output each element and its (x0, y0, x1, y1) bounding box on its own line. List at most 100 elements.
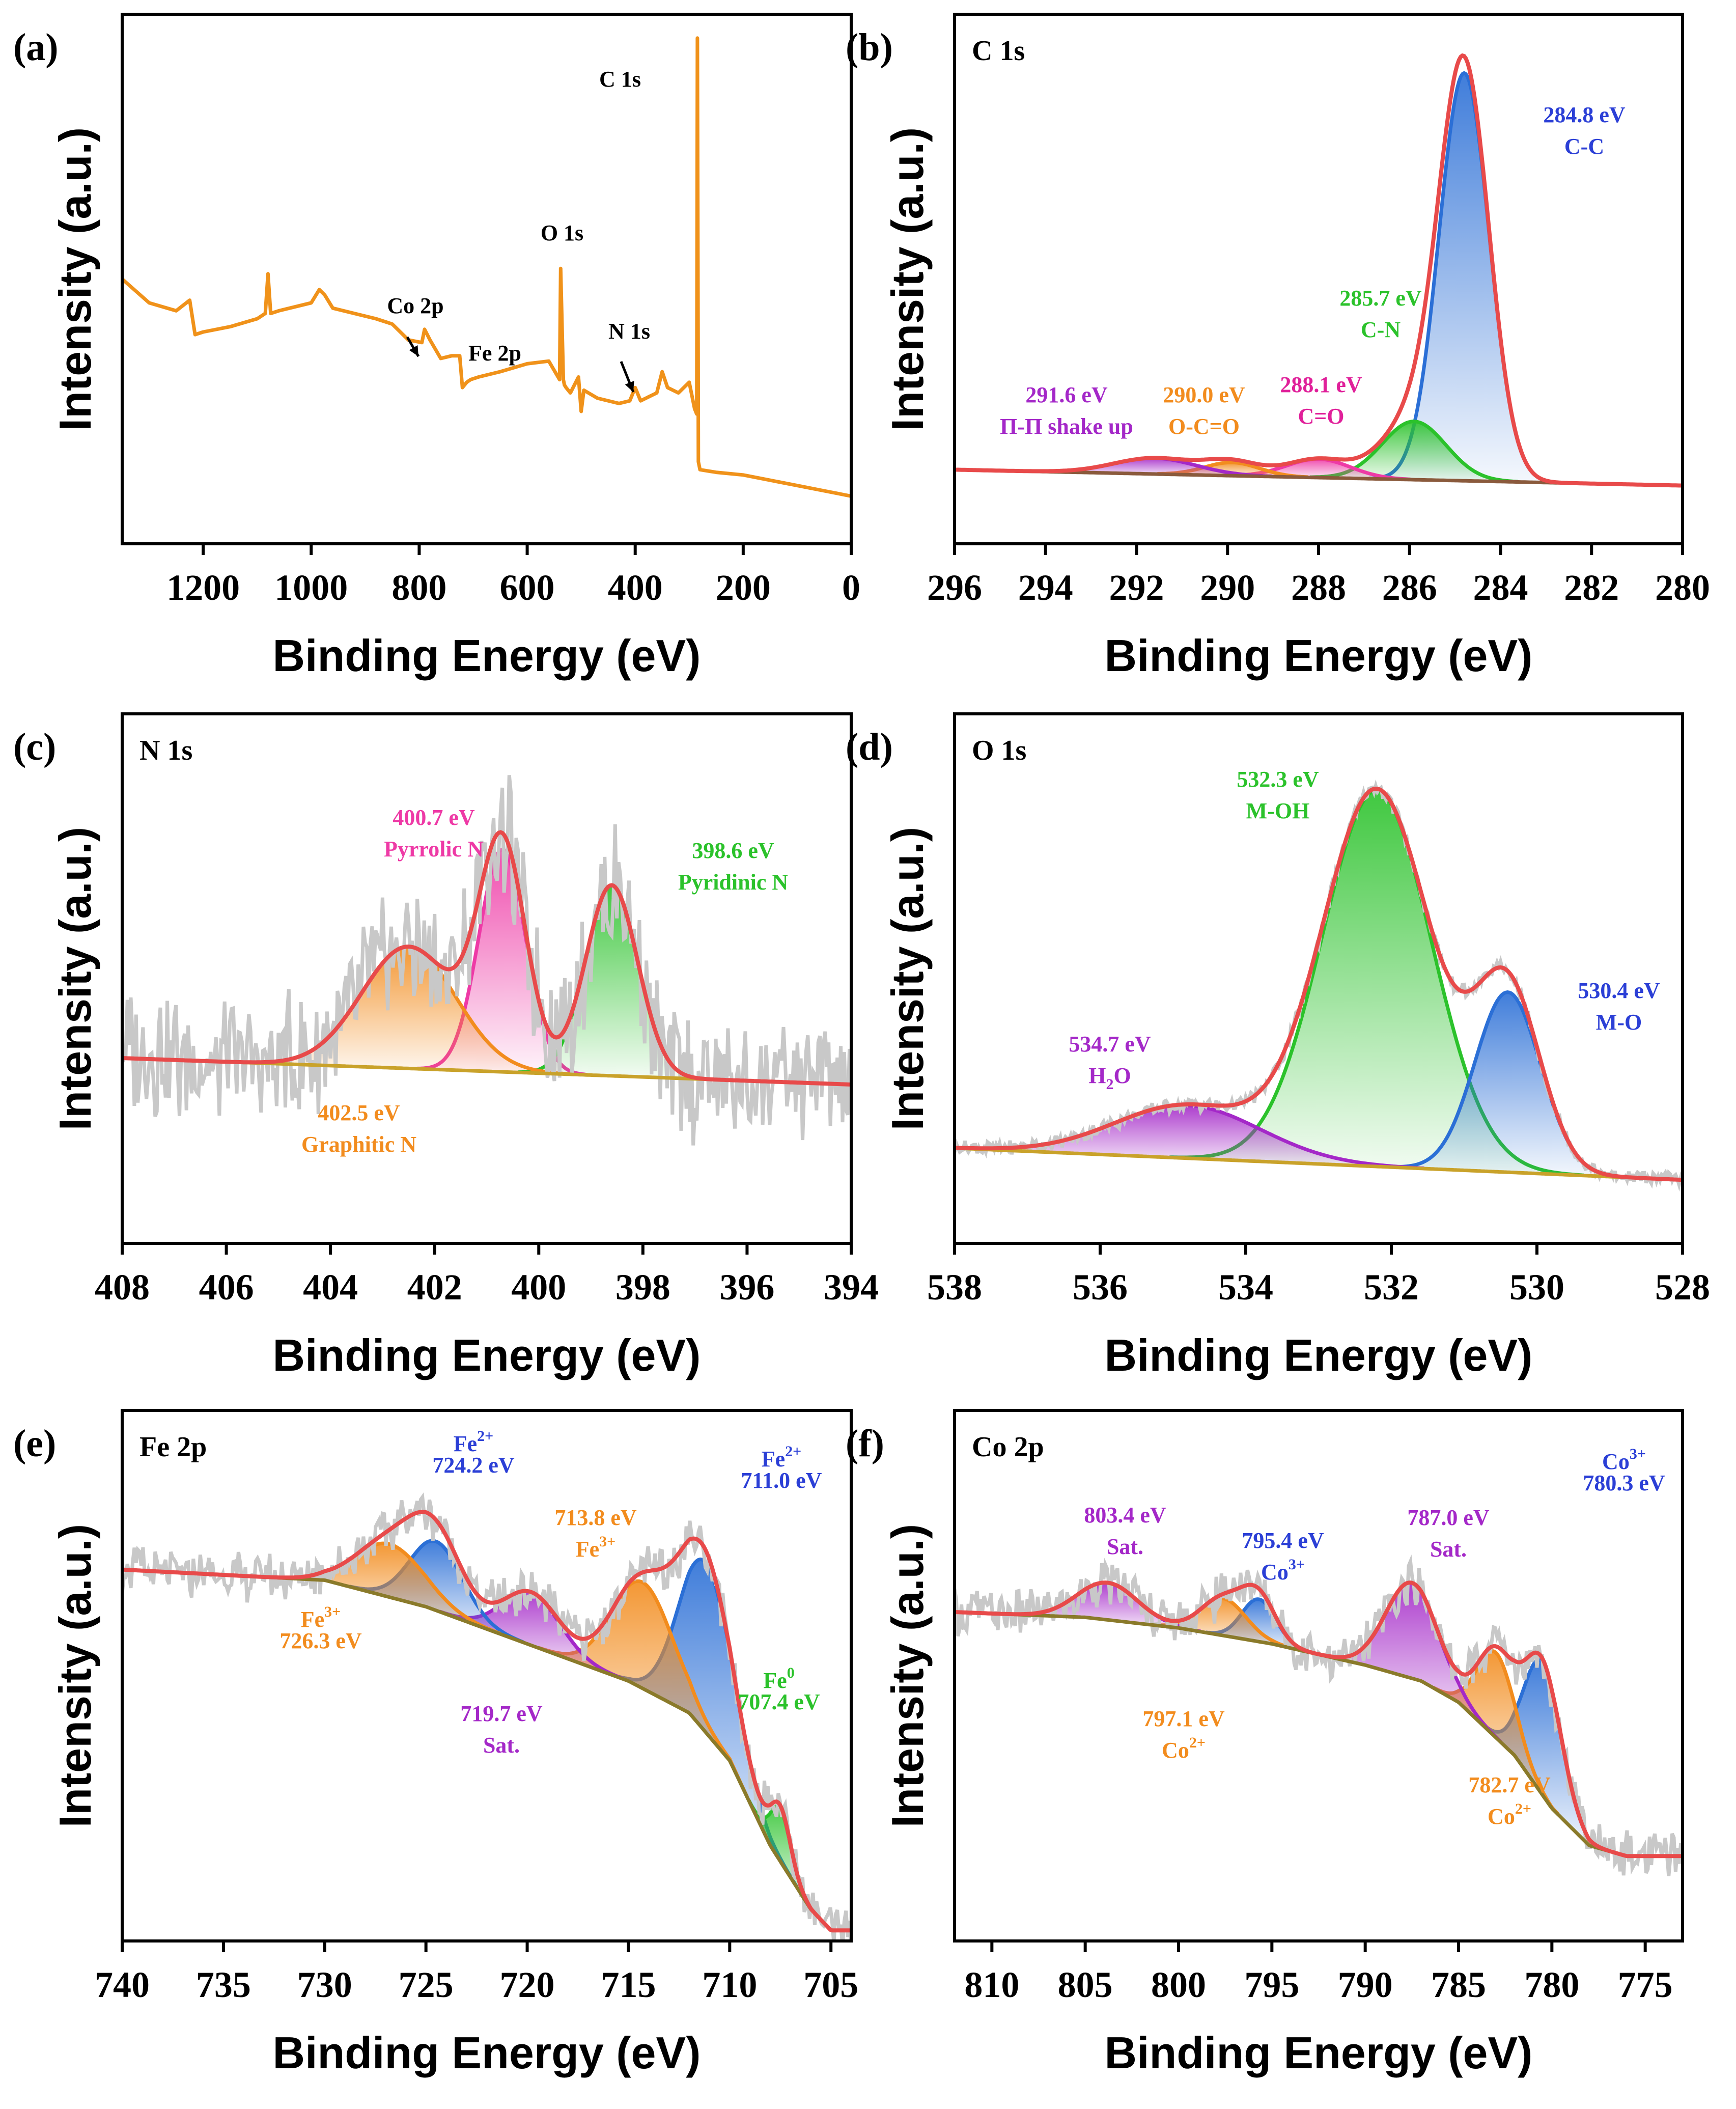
peak-annotation: 803.4 eV Sat. (1084, 1503, 1166, 1559)
panel-a: 1200 1000 800 600 400 200 0 Binding Energy (eV)… (13, 13, 860, 681)
peak-annotation: Co 2p (387, 293, 443, 318)
panel-b: 296 294 292 290 288 286 284 282 280 Binding Energ… (846, 13, 1710, 681)
peak-fill-0 (1169, 790, 1584, 1176)
annotation-line-2: O-C=O (1168, 414, 1240, 439)
annotation-line-2: Sat. (1107, 1534, 1143, 1559)
peak-annotation: 400.7 eV Pyrrolic N (384, 805, 484, 862)
x-tick-label: 284 (1473, 567, 1528, 608)
envelope-line (122, 830, 851, 1087)
peak-annotation: 288.1 eV C=O (1280, 372, 1362, 429)
annotation-superscript: 3+ (324, 1603, 341, 1620)
x-tick-label: 1000 (274, 567, 348, 608)
annotation-line-2: 711.0 eV (741, 1468, 822, 1493)
panel-letter: (b) (846, 26, 893, 69)
annotation-line-1: 290.0 eV (1163, 382, 1245, 407)
plot-frame (121, 712, 853, 1245)
annotation-line-1: 284.8 eV (1543, 102, 1626, 127)
x-tick-label: 296 (927, 567, 982, 608)
x-tick-label: 400 (511, 1267, 566, 1308)
annotation-superscript: 3+ (1289, 1556, 1305, 1573)
panel-title: C 1s (972, 35, 1025, 67)
annotation-line-1: 787.0 eV (1407, 1505, 1490, 1530)
x-axis-title: Binding Energy (eV) (1105, 1330, 1533, 1380)
annotation-line-1: 713.8 eV (554, 1505, 637, 1530)
x-tick-label: 404 (303, 1267, 358, 1308)
peak-annotation: 532.3 eV M-OH (1237, 767, 1319, 823)
x-axis-title: Binding Energy (eV) (1105, 2028, 1533, 2078)
annotation-subscript: 2 (1106, 1076, 1114, 1093)
peak-annotation: 284.8 eV C-C (1543, 102, 1626, 159)
annotation-line-2: Sat. (483, 1733, 520, 1758)
panel-letter: (f) (846, 1422, 884, 1465)
panel-f: 810 805 800 795 790 785 780 775 Binding Energy (… (846, 1409, 1684, 2078)
annotation-line-1: 534.7 eV (1069, 1032, 1151, 1057)
envelope-line (955, 786, 1683, 1182)
peak-annotation: Co3+ 780.3 eV (1583, 1446, 1665, 1495)
x-tick-label: 530 (1509, 1267, 1564, 1308)
annotation-line-1: 532.3 eV (1237, 767, 1319, 792)
peak-fill-4 (1154, 1598, 1293, 1649)
peak-fill-2 (1324, 1583, 1501, 1742)
y-axis-title: Intensity (a.u.) (882, 1524, 933, 1828)
peak-fill-2 (439, 1591, 622, 1679)
peak-annotation: 534.7 eV H2O (1069, 1032, 1151, 1093)
x-tick-label: 402 (407, 1267, 462, 1308)
peak-fill-1 (1389, 992, 1626, 1178)
annotation-line-2: Sat. (1430, 1537, 1467, 1562)
annotation-superscript: 2+ (477, 1428, 493, 1445)
x-tick-label: 0 (842, 567, 860, 608)
annotation-line-1: 288.1 eV (1280, 372, 1362, 397)
peak-annotation: Fe0 707.4 eV (738, 1664, 820, 1714)
panel-e: 740 735 730 725 720 715 710 705 Binding Energy (… (13, 1409, 858, 2078)
peak-annotation: 797.1 eV Co2+ (1142, 1706, 1225, 1763)
panel-letter: (e) (13, 1422, 56, 1465)
annotation-superscript: 2+ (1515, 1800, 1531, 1817)
annotation-line-2: Fe (576, 1537, 599, 1562)
x-tick-label: 715 (601, 1964, 656, 2005)
x-tick-label: 725 (399, 1964, 454, 2005)
plot-area (122, 775, 851, 1146)
peak-fill-0 (1368, 73, 1560, 483)
panel-title: O 1s (972, 735, 1026, 766)
peak-annotation: 782.7 eV Co2+ (1468, 1772, 1551, 1829)
annotation-line-1: O 1s (541, 220, 583, 245)
peak-annotation: 402.5 eV Graphitic N (301, 1100, 416, 1157)
annotation-line-2: Pyridinic N (678, 870, 789, 895)
y-axis-title: Intensity (a.u.) (50, 1524, 100, 1828)
x-tick-label: 740 (95, 1964, 150, 2005)
envelope-line (955, 53, 1683, 488)
annotation-line-1: 803.4 eV (1084, 1503, 1166, 1528)
x-tick-label: 536 (1073, 1267, 1128, 1308)
annotation-line-1: Co (1602, 1449, 1630, 1474)
annotation-line-1: Fe (763, 1668, 787, 1693)
annotation-line-2: 780.3 eV (1583, 1470, 1665, 1495)
annotation-line-2: C=O (1298, 404, 1344, 429)
annotation-line-2: Π-Π shake up (1000, 414, 1133, 439)
plot-frame (121, 1409, 853, 1942)
x-axis-title: Binding Energy (eV) (273, 1330, 701, 1380)
arrow-head-icon (625, 381, 634, 392)
y-axis-title: Intensity (a.u.) (882, 827, 933, 1131)
baseline-line (955, 1146, 1683, 1182)
annotation-line-1: Fe 2p (468, 341, 521, 366)
envelope-line (955, 1580, 1683, 1858)
peak-annotation: 719.7 eV Sat. (460, 1701, 543, 1758)
x-tick-label: 288 (1291, 567, 1346, 608)
x-tick-label: 290 (1200, 567, 1255, 608)
x-tick-label: 400 (608, 567, 663, 608)
annotation-line-2: M-OH (1246, 798, 1310, 823)
annotation-line-2: C-C (1564, 134, 1604, 159)
annotation-line-1: 782.7 eV (1468, 1772, 1551, 1797)
x-tick-label: 800 (1151, 1964, 1206, 2005)
peak-annotation: 291.6 eV Π-Π shake up (1000, 382, 1133, 439)
raw-data-line (122, 775, 851, 1146)
peak-fill-1 (518, 885, 706, 1079)
peak-annotation: C 1s (599, 67, 641, 92)
x-tick-label: 282 (1564, 567, 1619, 608)
annotation-superscript: 2+ (1189, 1734, 1206, 1751)
plot-frame (953, 1409, 1684, 1942)
peak-annotation: Fe3+ 726.3 eV (279, 1603, 362, 1653)
annotation-line-2: Co (1261, 1560, 1289, 1585)
annotation-superscript: 2+ (785, 1443, 801, 1460)
x-tick-label: 294 (1018, 567, 1073, 608)
